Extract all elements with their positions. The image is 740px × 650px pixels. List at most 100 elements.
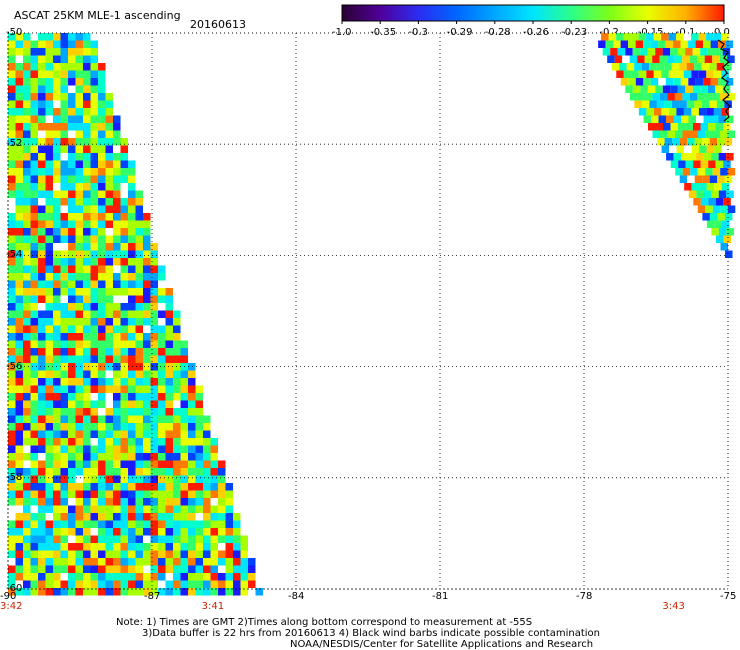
data-cell xyxy=(180,445,188,453)
data-cell xyxy=(23,138,31,146)
data-cell xyxy=(60,415,68,423)
data-cell xyxy=(113,295,121,303)
data-cell xyxy=(30,550,38,558)
data-cell xyxy=(165,370,173,378)
data-cell xyxy=(128,265,136,273)
data-cell xyxy=(697,130,705,138)
data-cell xyxy=(120,273,128,281)
data-cell xyxy=(68,33,76,41)
data-cell xyxy=(113,385,121,393)
data-cell xyxy=(38,565,46,573)
data-cell xyxy=(15,70,23,78)
data-cell xyxy=(135,400,143,408)
data-cell xyxy=(45,430,53,438)
data-cell xyxy=(120,160,128,168)
data-cell xyxy=(128,198,136,206)
data-cell xyxy=(676,145,685,153)
data-cell xyxy=(23,130,31,138)
data-cell xyxy=(75,543,83,551)
data-cell xyxy=(53,205,61,213)
data-cell xyxy=(53,108,61,116)
data-cell xyxy=(45,468,53,476)
data-cell xyxy=(75,498,83,506)
colorbar-tick-label: -0.35 xyxy=(370,27,397,38)
data-cell xyxy=(180,550,188,558)
data-cell xyxy=(188,453,196,461)
data-cell xyxy=(90,175,98,183)
data-cell xyxy=(203,513,211,521)
data-cell xyxy=(188,535,196,543)
data-cell xyxy=(105,243,113,251)
data-cell xyxy=(188,423,196,431)
data-cell xyxy=(45,258,53,266)
data-cell xyxy=(90,565,98,573)
data-cell xyxy=(150,580,158,588)
data-cell xyxy=(38,273,46,281)
data-cell xyxy=(30,535,38,543)
data-cell xyxy=(165,400,173,408)
data-cell xyxy=(30,505,38,513)
data-cell xyxy=(706,145,715,153)
data-cell xyxy=(135,258,143,266)
data-cell xyxy=(120,453,128,461)
data-cell xyxy=(83,108,91,116)
data-cell xyxy=(98,490,106,498)
data-cell xyxy=(625,85,633,93)
data-cell xyxy=(38,235,46,243)
data-cell xyxy=(45,303,53,311)
data-cell xyxy=(38,363,46,371)
data-cell xyxy=(68,235,76,243)
data-cell xyxy=(188,520,196,528)
data-cell xyxy=(38,100,46,108)
data-cell xyxy=(68,318,76,326)
data-cell xyxy=(83,190,91,198)
data-cell xyxy=(667,130,675,138)
data-cell xyxy=(98,145,106,153)
data-cell xyxy=(173,333,181,341)
data-cell xyxy=(68,333,76,341)
data-cell xyxy=(8,213,16,221)
data-cell xyxy=(90,475,98,483)
data-cell xyxy=(210,498,218,506)
data-cell xyxy=(180,355,188,363)
longitude-label: -78 xyxy=(576,591,593,602)
data-cell xyxy=(53,310,61,318)
data-cell xyxy=(685,160,694,168)
data-cell xyxy=(75,468,83,476)
data-cell xyxy=(15,483,23,491)
data-cell xyxy=(173,370,181,378)
data-cell xyxy=(233,573,241,581)
data-cell xyxy=(233,535,241,543)
data-cell xyxy=(135,280,143,288)
data-cell xyxy=(53,85,61,93)
data-cell xyxy=(98,430,106,438)
data-cell xyxy=(45,438,53,446)
data-cell xyxy=(60,460,68,468)
data-cell xyxy=(23,220,31,228)
data-cell xyxy=(143,303,151,311)
data-cell xyxy=(53,558,61,566)
data-cell xyxy=(143,213,151,221)
data-cell xyxy=(647,85,656,93)
data-cell xyxy=(75,415,83,423)
data-cell xyxy=(98,445,106,453)
data-cell xyxy=(53,550,61,558)
data-cell xyxy=(8,348,16,356)
data-cell xyxy=(8,415,16,423)
data-cell xyxy=(83,333,91,341)
data-cell xyxy=(240,565,248,573)
data-cell xyxy=(105,108,113,116)
data-cell xyxy=(180,385,188,393)
data-cell xyxy=(30,310,38,318)
data-cell xyxy=(150,265,158,273)
note-line-1: Note: 1) Times are GMT 2)Times along bot… xyxy=(116,617,533,628)
data-cell xyxy=(120,325,128,333)
data-cell xyxy=(8,243,16,251)
data-cell xyxy=(113,565,121,573)
data-cell xyxy=(704,93,713,101)
data-cell xyxy=(188,460,196,468)
swath-cells xyxy=(8,33,736,596)
data-cell xyxy=(23,228,31,236)
data-cell xyxy=(90,318,98,326)
data-cell xyxy=(646,70,654,78)
